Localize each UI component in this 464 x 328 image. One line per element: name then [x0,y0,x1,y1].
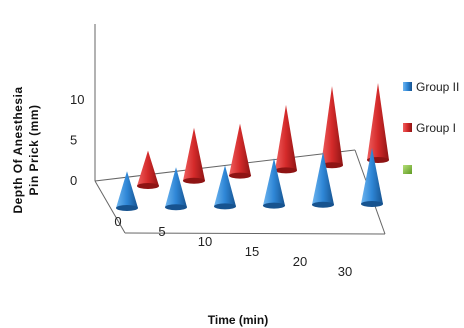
cone-base [229,172,251,179]
cone-group-i [137,150,159,186]
y-tick-label: 5 [70,133,77,148]
cone-group-i [275,104,297,171]
group-ii-cones [116,147,383,211]
legend-label-group-ii: Group II [416,80,459,94]
floor-left-line [94,180,126,234]
cone-group-i [183,127,205,181]
cone-group-ii [312,151,334,205]
floor-front-line [124,232,386,235]
cone-group-ii [165,167,187,208]
x-tick-label: 10 [198,234,212,249]
cone-group-i [367,83,389,160]
cone-base [321,162,343,169]
y-ticks: 0 5 10 [70,92,84,188]
cone-group-i [229,123,251,176]
cone-group-ii [263,158,285,206]
cone-group-ii [214,165,236,207]
group-i-cones [137,83,389,189]
cone-base [214,203,236,210]
x-tick-label: 5 [158,224,165,239]
x-tick-label: 30 [338,264,352,279]
x-tick-label: 0 [114,214,121,229]
cone-group-ii [116,171,138,208]
cone-group-i [321,86,343,166]
y-axis-label-line1: Depth Of Anesthesia [11,86,25,213]
x-ticks: 0 5 10 15 20 30 [114,214,352,279]
y-axis-label-line2: Pin Prick (mm) [27,104,41,195]
x-tick-label: 15 [245,244,259,259]
cone-base [116,205,138,211]
cone-base [183,177,205,184]
cone-group-ii [361,147,383,204]
cone-base [263,202,285,209]
cone-base [137,183,159,189]
legend-swatch-group-ii [403,82,412,91]
x-tick-label: 20 [293,254,307,269]
cone-base [275,167,297,174]
legend: Group II Group I [403,80,459,174]
x-axis-label: Time (min) [208,313,268,327]
y-tick-label: 0 [70,173,77,188]
cone-base [361,201,383,207]
legend-label-group-i: Group I [416,121,456,135]
y-axis-label: Depth Of Anesthesia Pin Prick (mm) [11,86,41,213]
cone-base [312,201,334,208]
y-tick-label: 10 [70,92,84,107]
cone-base [165,204,187,211]
legend-swatch-series-3 [403,165,412,174]
legend-swatch-group-i [403,123,412,132]
